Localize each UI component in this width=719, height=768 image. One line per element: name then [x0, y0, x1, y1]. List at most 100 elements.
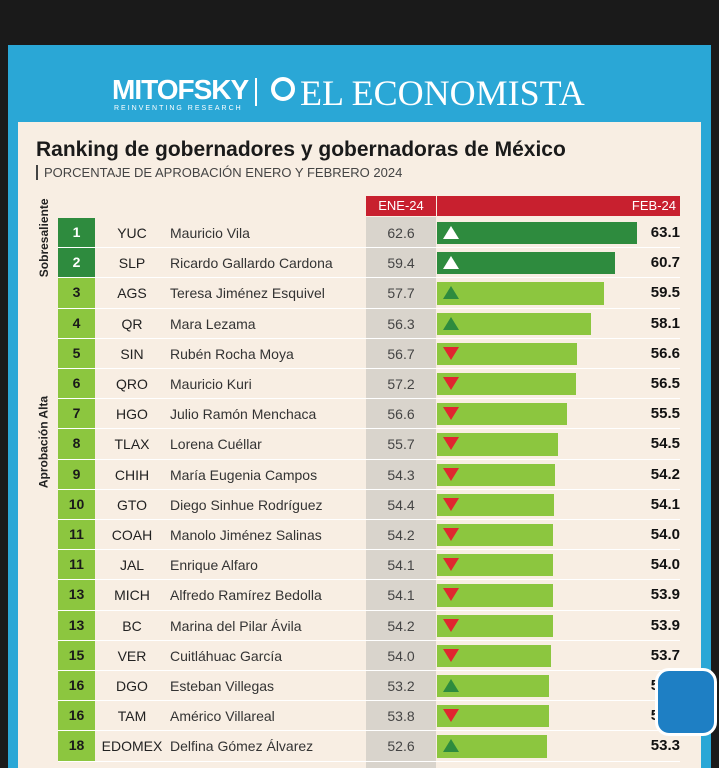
- feb-value: 55.5: [650, 405, 680, 423]
- trend-arrow: [443, 316, 459, 330]
- name: Enrique Alfaro: [170, 557, 258, 574]
- state: DGO: [116, 678, 148, 694]
- brand1: MITOFSKY: [112, 74, 249, 105]
- jan-value: 54.4: [387, 496, 415, 513]
- name: Cuitláhuac García: [170, 647, 283, 664]
- row-line: [58, 519, 680, 520]
- state: TAM: [117, 708, 147, 725]
- jan-column-bg: [366, 217, 436, 768]
- trend-arrow: [443, 588, 459, 602]
- brand2: EL ECONOMISTA: [300, 73, 585, 113]
- jan-value: 54.2: [387, 617, 415, 634]
- trend-arrow: [443, 256, 459, 270]
- row-line: [58, 579, 680, 581]
- brand1-tagline: REINVENTING RESEARCH: [114, 105, 243, 112]
- bar: [437, 252, 615, 275]
- trend-arrow: [443, 377, 459, 390]
- feb-value: 56.5: [650, 375, 680, 392]
- bar: [437, 282, 604, 305]
- jan-value: 56.3: [387, 315, 415, 332]
- bar: [437, 554, 554, 577]
- name: Manolo Jiménez Salinas: [170, 527, 322, 543]
- state: SIN: [120, 345, 144, 362]
- bar: [437, 342, 578, 365]
- state: JAL: [119, 557, 145, 574]
- rank: 11: [58, 550, 95, 580]
- state: QR: [121, 315, 143, 332]
- row-line: [58, 368, 680, 369]
- row-line: [58, 730, 680, 732]
- row-line: [58, 247, 680, 249]
- title: Ranking de gobernadores y gobernadoras d…: [36, 138, 566, 161]
- bar: [437, 735, 547, 758]
- rank: 13: [58, 580, 95, 610]
- divider: [255, 78, 257, 106]
- row-line: [58, 760, 680, 762]
- feb-value: 53.9: [650, 586, 680, 604]
- rank: 2: [58, 248, 95, 278]
- state: MICH: [114, 587, 150, 604]
- state: EDOMEX: [101, 738, 163, 755]
- bar: [437, 644, 551, 667]
- jan-value: 53.8: [387, 708, 415, 725]
- jan-value: 54.1: [387, 557, 415, 574]
- jan-value: 52.6: [387, 738, 415, 755]
- trend-arrow: [443, 226, 459, 239]
- name: Esteban Villegas: [170, 678, 275, 694]
- trend-arrow: [443, 467, 459, 481]
- bar: [437, 403, 568, 426]
- bar: [437, 463, 556, 486]
- row-line: [58, 428, 680, 430]
- row-line: [58, 398, 680, 400]
- trend-arrow: [443, 558, 459, 572]
- brand2-icon: [271, 77, 295, 101]
- rank: 7: [58, 399, 95, 429]
- rank: 16: [58, 701, 95, 731]
- jan-value: 57.7: [387, 285, 415, 302]
- trend-arrow: [443, 709, 459, 723]
- row-line: [58, 549, 680, 551]
- bar: [437, 524, 554, 547]
- name: Diego Sinhue Rodríguez: [170, 496, 323, 513]
- state: VER: [117, 647, 147, 664]
- feb-value: 54.5: [650, 435, 680, 453]
- name: Delfina Gómez Álvarez: [170, 738, 314, 755]
- state: BC: [122, 617, 142, 634]
- name: Mauricio Kuri: [170, 376, 252, 392]
- name: Teresa Jiménez Esquivel: [170, 285, 325, 302]
- rank: 9: [58, 459, 95, 489]
- feb-value: 56.6: [650, 344, 680, 362]
- rank: 10: [58, 489, 95, 519]
- name: Alfredo Ramírez Bedolla: [170, 587, 322, 604]
- trend-arrow: [443, 739, 459, 753]
- rank: 3: [58, 278, 95, 308]
- state: TLAX: [114, 436, 150, 453]
- jan-value: 54.2: [387, 527, 415, 543]
- subtitle: PORCENTAJE DE APROBACIÓN ENERO Y FEBRERO…: [36, 165, 402, 180]
- feb-value: 63.1: [650, 224, 680, 241]
- feb-value: 54.2: [650, 465, 680, 483]
- bar: [437, 584, 553, 607]
- trend-arrow: [443, 437, 459, 451]
- jan-value: 56.6: [387, 406, 415, 423]
- trend-arrow: [443, 679, 459, 692]
- name: Ricardo Gallardo Cardona: [170, 255, 333, 272]
- row-line: [58, 488, 680, 490]
- jan-value: 54.0: [387, 647, 415, 664]
- trend-arrow: [443, 286, 459, 300]
- row-line: [58, 307, 680, 309]
- bar: [437, 433, 559, 456]
- jan-value: 55.7: [387, 436, 415, 453]
- row-line: [58, 639, 680, 641]
- overlay-icon: [655, 668, 717, 736]
- name: Lorena Cuéllar: [170, 436, 262, 453]
- rank: 5: [58, 338, 95, 368]
- feb-value: 60.7: [650, 254, 680, 272]
- rank: 15: [58, 640, 95, 670]
- jan-value: 53.2: [387, 678, 415, 694]
- state: YUC: [117, 225, 147, 241]
- feb-value: 53.9: [650, 616, 680, 634]
- jan-value: 59.4: [387, 255, 415, 272]
- row-line: [58, 458, 680, 460]
- rank: 18: [58, 731, 95, 761]
